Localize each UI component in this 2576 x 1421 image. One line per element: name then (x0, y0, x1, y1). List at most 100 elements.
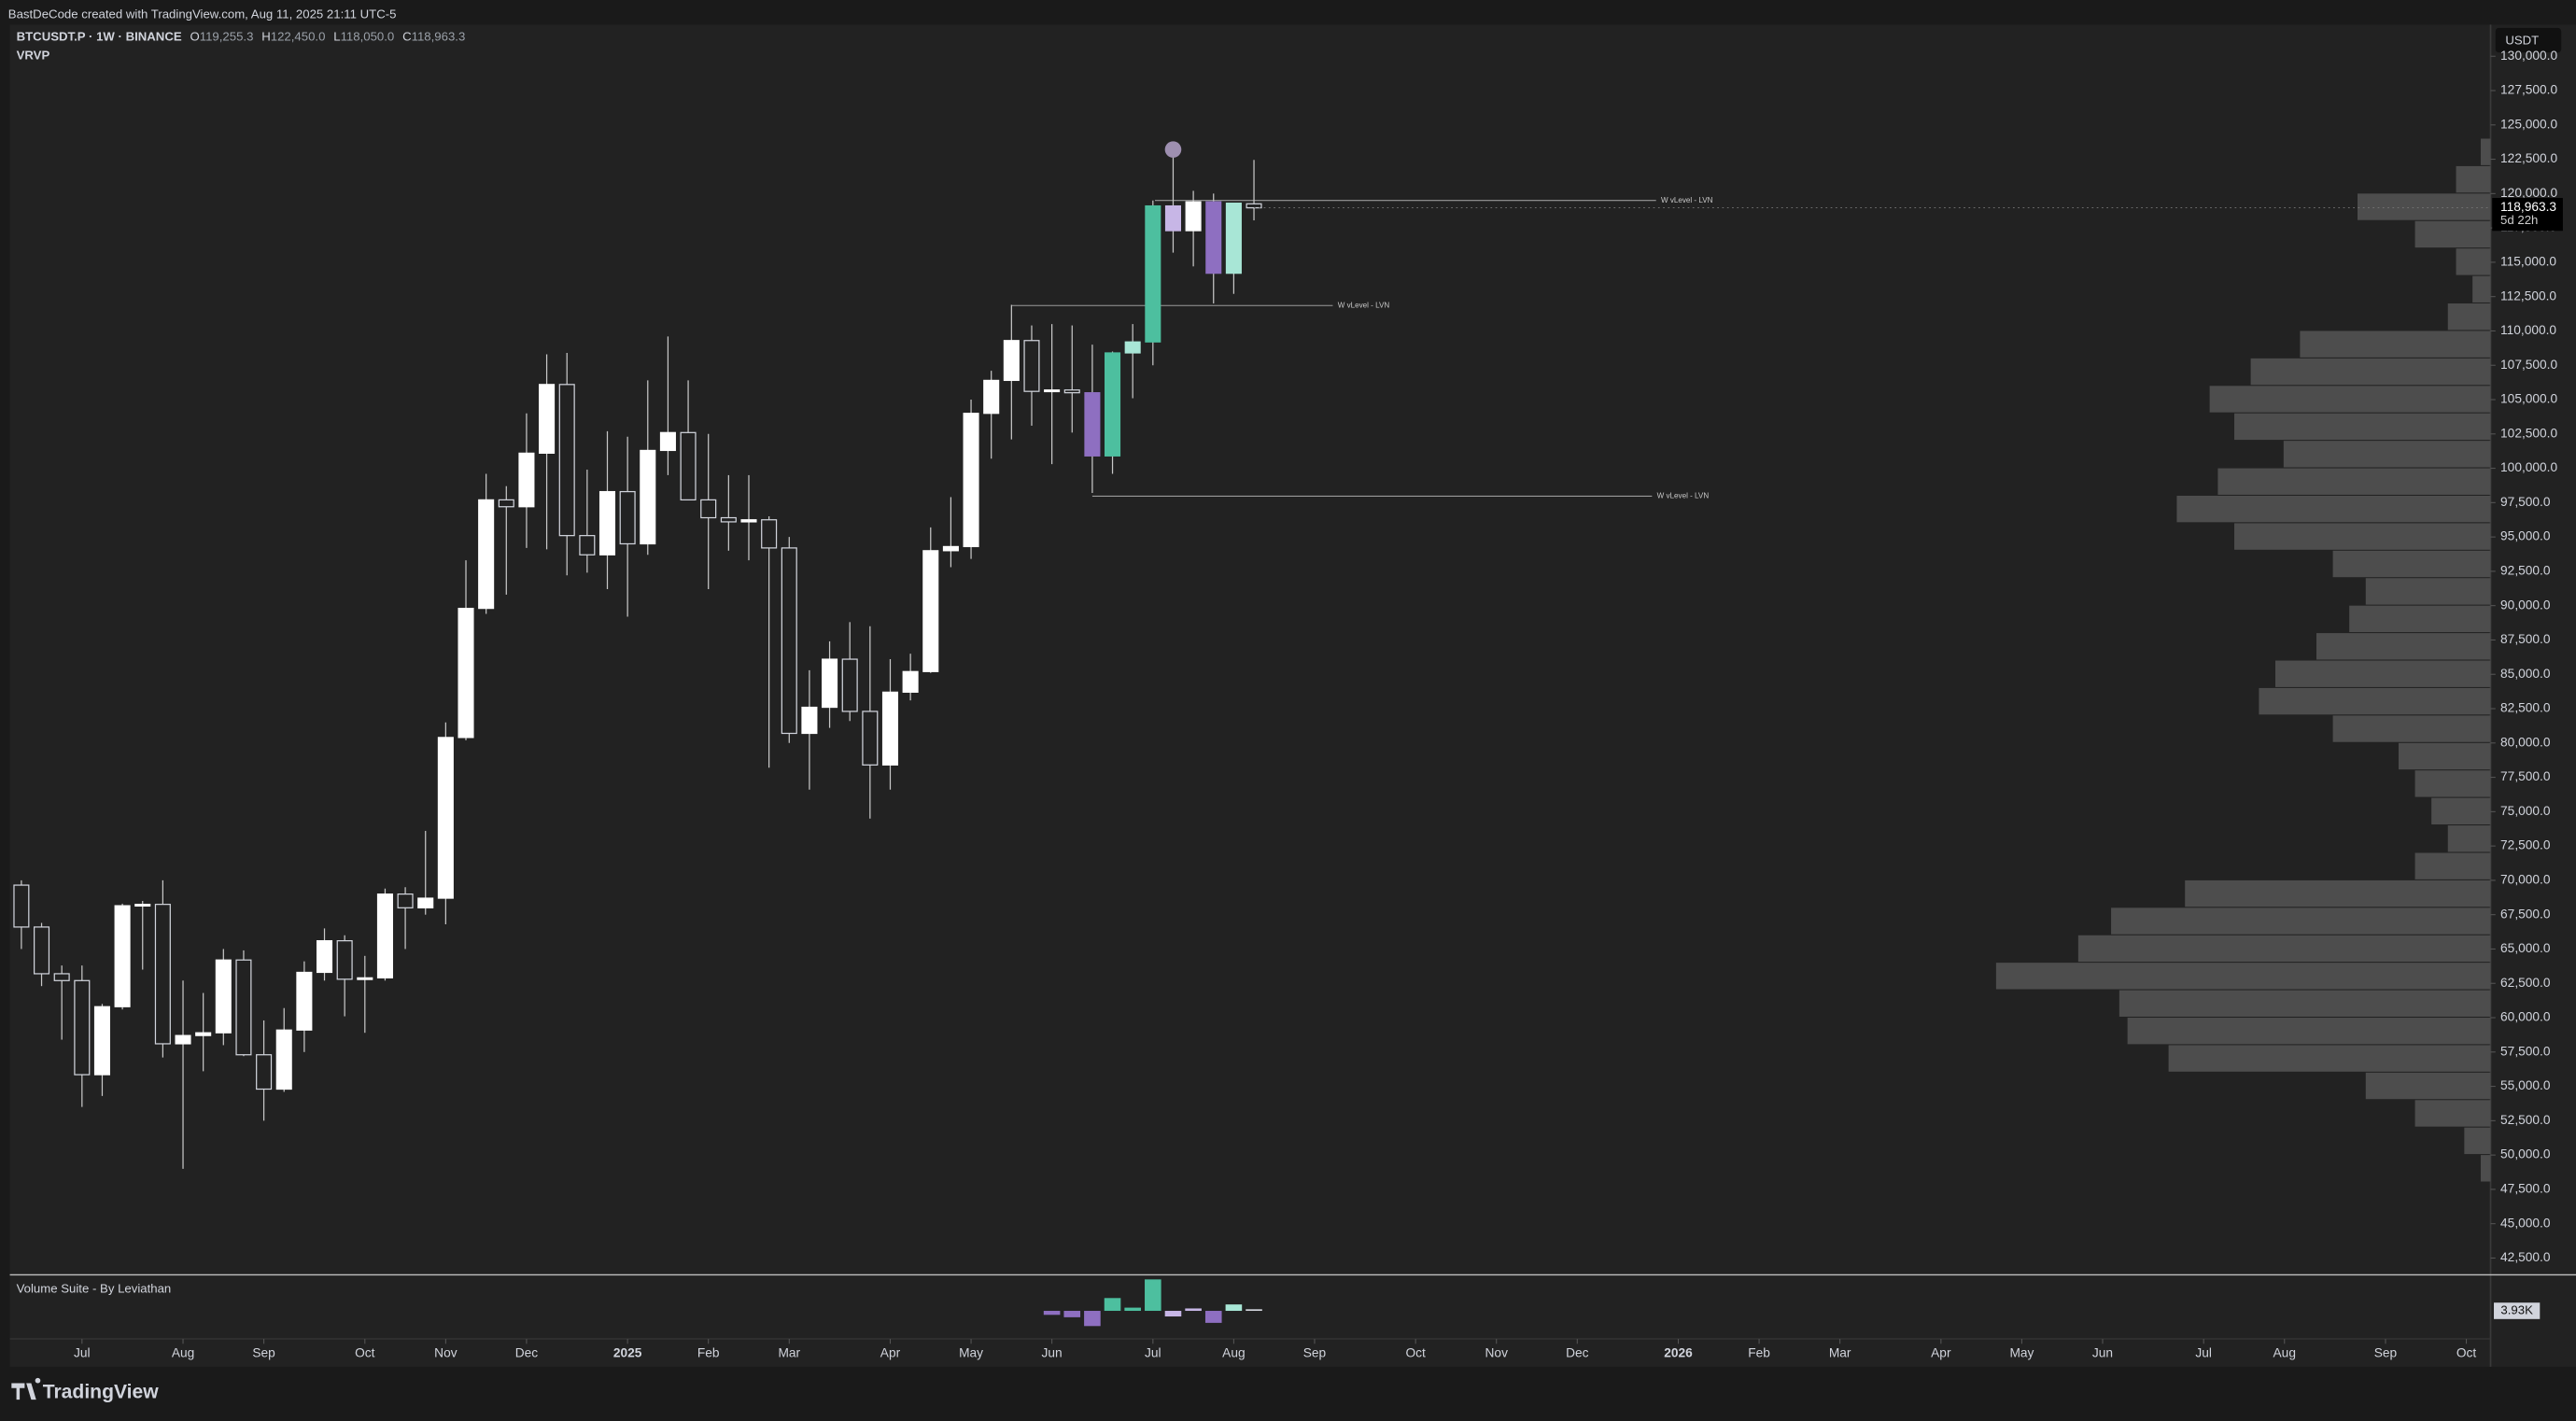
ohlc-key: L (333, 30, 340, 44)
y-tick-label: 62,500.0 (2500, 976, 2551, 990)
y-tick-label: 107,500.0 (2500, 358, 2557, 372)
y-tick-label: 65,000.0 (2500, 941, 2551, 955)
candle-body (275, 1029, 292, 1090)
profile-bar (2349, 605, 2491, 633)
y-tick-label: 72,500.0 (2500, 838, 2551, 852)
volume-title: Volume Suite - By Leviathan (17, 1282, 172, 1296)
candle-body (579, 535, 596, 556)
profile-bar (2464, 1127, 2491, 1155)
x-tick-label: May (959, 1345, 983, 1359)
event-marker (1164, 141, 1182, 158)
candle-body (53, 973, 70, 981)
x-tick-label: Apr (1931, 1345, 1951, 1359)
ohlc-value: 122,450.0 (271, 30, 326, 44)
volume-bar (1084, 1311, 1101, 1327)
x-tick-label: Mar (778, 1345, 800, 1359)
candle-body (881, 691, 899, 766)
volume-bar (1124, 1307, 1141, 1312)
candle-body (256, 1054, 273, 1090)
level-label: W vLevel - LVN (1338, 301, 1390, 309)
logo-icon[interactable] (11, 1377, 41, 1400)
y-tick-label: 75,000.0 (2500, 804, 2551, 818)
profile-bar (2332, 715, 2491, 742)
profile-bar (2209, 386, 2491, 413)
profile-bar (2283, 441, 2491, 468)
currency-box[interactable] (2495, 27, 2562, 53)
candle-body (215, 959, 232, 1034)
candle-body (154, 904, 171, 1045)
candle-body (175, 1034, 191, 1045)
x-tick-label: Aug (2273, 1345, 2296, 1359)
ohlc-key: H (261, 30, 271, 44)
x-tick-label: Jul (74, 1345, 91, 1359)
candle-body (1023, 340, 1040, 392)
y-tick-label: 110,000.0 (2500, 323, 2556, 337)
candle-body (922, 550, 939, 672)
candle-body (801, 706, 818, 735)
profile-bar (2185, 879, 2491, 907)
candle-body (902, 670, 919, 693)
candle-body (963, 413, 979, 548)
volume-label-box (2494, 1302, 2541, 1319)
profile-bar (2127, 1018, 2491, 1045)
candle-body (195, 1032, 212, 1036)
candle-body (457, 608, 474, 739)
volume-bar (1246, 1309, 1262, 1312)
candle-body (781, 547, 797, 735)
y-tick-label: 70,000.0 (2500, 873, 2551, 887)
profile-bar (2472, 275, 2491, 302)
profile-bar (2414, 220, 2491, 248)
candle-body (942, 545, 959, 552)
profile-bar (2274, 660, 2491, 687)
y-tick-label: 55,000.0 (2500, 1078, 2551, 1092)
x-tick-label: Oct (2456, 1345, 2477, 1359)
currency[interactable]: USDT (2505, 33, 2539, 47)
candle-body (619, 490, 636, 545)
volume-bar (1225, 1304, 1243, 1312)
y-tick-label: 97,500.0 (2500, 495, 2551, 509)
y-tick-label: 82,500.0 (2500, 701, 2551, 715)
candle-body (640, 449, 656, 545)
x-tick-label: Sep (252, 1345, 275, 1359)
y-tick-label: 60,000.0 (2500, 1010, 2551, 1024)
ohlc-value: 119,255.3 (200, 30, 254, 44)
last-price: 118,963.3 (2500, 200, 2556, 214)
candle-body (357, 977, 373, 980)
y-tick-label: 122,500.0 (2500, 151, 2557, 165)
profile-bar (2480, 138, 2491, 165)
profile-bar (2176, 495, 2491, 523)
candle-body (1124, 341, 1141, 354)
profile-bar (2234, 413, 2491, 441)
candle-body (518, 452, 535, 508)
y-tick-label: 127,500.0 (2500, 83, 2557, 97)
ohlc-value: 118,050.0 (341, 30, 395, 44)
y-tick-label: 125,000.0 (2500, 117, 2557, 131)
candle-body (316, 940, 333, 974)
x-tick-label: Feb (1748, 1345, 1770, 1359)
logo[interactable]: TradingView (11, 1377, 160, 1403)
symbol-header: BTCUSDT.P · 1W · BINANCE O119,255.3 H122,4… (17, 30, 466, 44)
candle-body (1225, 203, 1242, 274)
profile-bar (2365, 1072, 2491, 1100)
y-tick-label: 120,000.0 (2500, 186, 2557, 200)
x-tick-label: Sep (2374, 1345, 2398, 1359)
candle-body (1246, 203, 1262, 209)
candle-body (1164, 204, 1182, 232)
profile-bar (2447, 303, 2491, 331)
profile-bar (2447, 825, 2491, 852)
brand[interactable]: TradingView (43, 1382, 160, 1403)
x-tick-label: Oct (355, 1345, 375, 1359)
level-label: W vLevel - LVN (1657, 492, 1710, 500)
x-tick-label: Nov (1485, 1345, 1509, 1359)
candle-body (1145, 204, 1161, 343)
indicator-name: VRVP (17, 48, 50, 62)
candle-body (1003, 340, 1020, 382)
x-tick-label: Aug (172, 1345, 194, 1359)
candle-body (740, 519, 757, 523)
x-tick-label: Jul (1145, 1345, 1161, 1359)
candle-body (134, 904, 151, 907)
y-tick-label: 85,000.0 (2500, 667, 2551, 681)
y-tick-label: 77,500.0 (2500, 769, 2551, 783)
volume-label: 3.93K (2500, 1303, 2533, 1317)
profile-bar (2414, 770, 2491, 797)
